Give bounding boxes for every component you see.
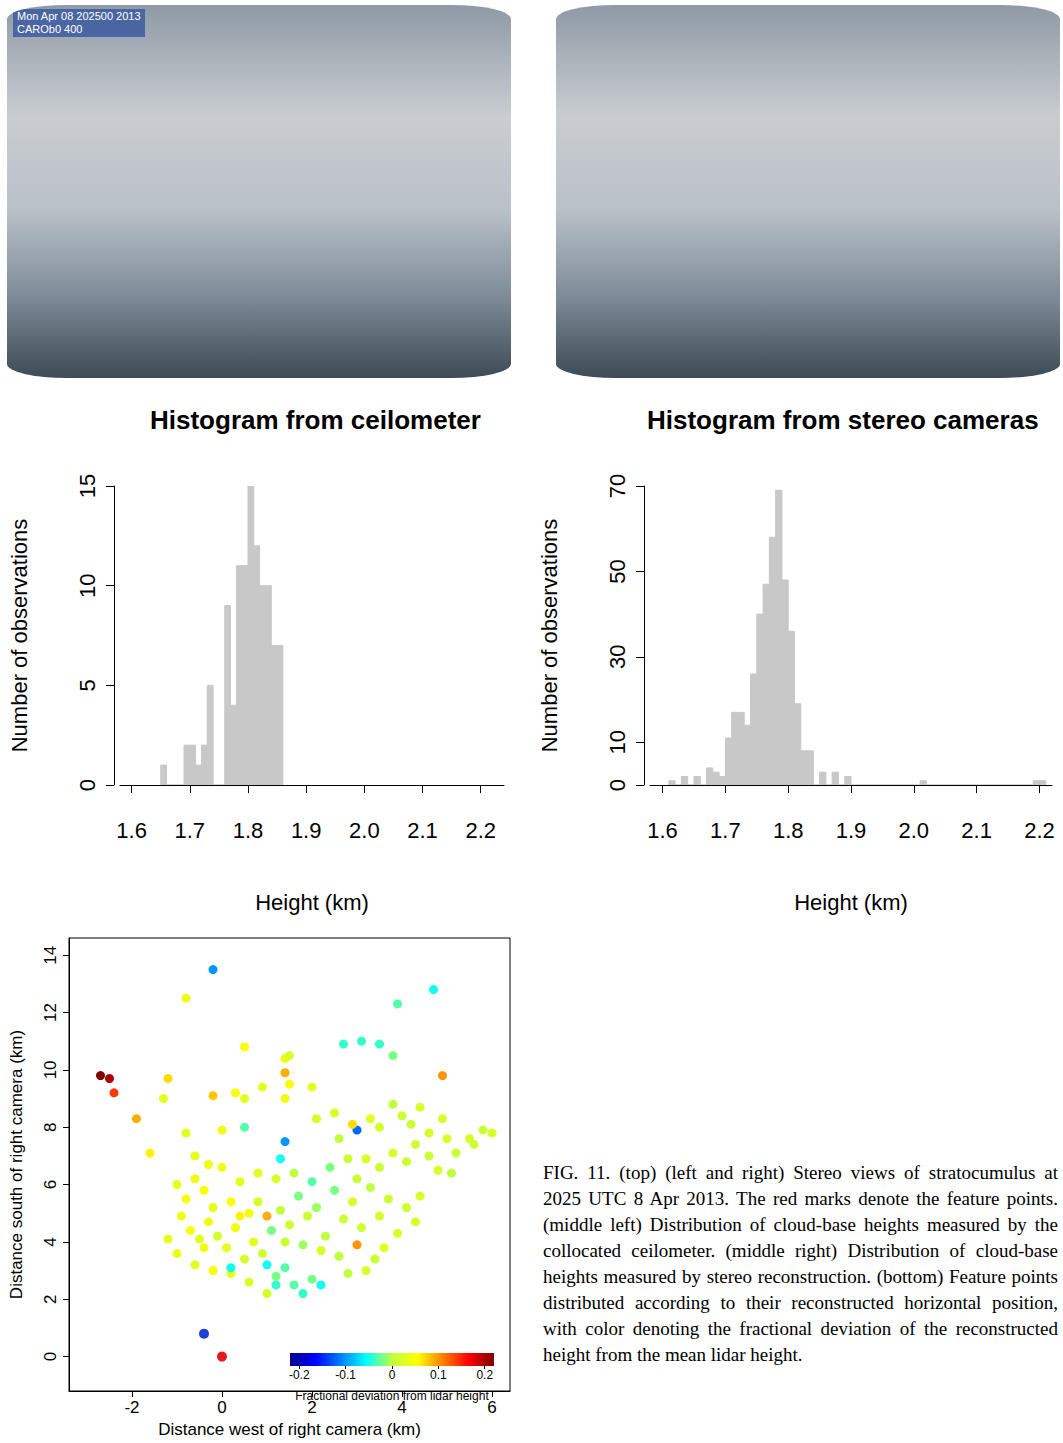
svg-text:10: 10 <box>41 1060 60 1079</box>
svg-text:1.8: 1.8 <box>773 818 804 843</box>
svg-text:-0.1: -0.1 <box>335 1368 356 1382</box>
html-text:FIG. 11. (top) (left and right: FIG. 11. (top) (left and right) Stereo v… <box>543 1162 1058 1365</box>
svg-text:4: 4 <box>397 1398 406 1417</box>
svg-text:2.2: 2.2 <box>1024 818 1055 843</box>
svg-text:70: 70 <box>605 474 630 498</box>
svg-text:0: 0 <box>389 1368 396 1382</box>
svg-text:4: 4 <box>41 1237 60 1246</box>
svg-text:10: 10 <box>605 730 630 754</box>
svg-text:1.9: 1.9 <box>836 818 867 843</box>
svg-text:Number of observations: Number of observations <box>537 519 562 753</box>
svg-text:2.0: 2.0 <box>899 818 930 843</box>
svg-text:2.1: 2.1 <box>961 818 992 843</box>
svg-text:50: 50 <box>605 559 630 583</box>
svg-text:1.9: 1.9 <box>291 818 322 843</box>
svg-text:0: 0 <box>217 1398 226 1417</box>
svg-text:12: 12 <box>41 1003 60 1022</box>
svg-text:1.7: 1.7 <box>175 818 206 843</box>
svg-text:Histogram from stereo cameras: Histogram from stereo cameras <box>647 405 1039 435</box>
svg-text:14: 14 <box>41 946 60 965</box>
svg-text:Distance south of right camera: Distance south of right camera (km) <box>7 1030 26 1299</box>
svg-text:-0.2: -0.2 <box>289 1368 310 1382</box>
svg-text:5: 5 <box>75 679 100 691</box>
svg-text:1.8: 1.8 <box>233 818 264 843</box>
svg-text:Distance west of right camera: Distance west of right camera (km) <box>158 1420 421 1439</box>
svg-text:Number of observations: Number of observations <box>7 519 32 753</box>
svg-text:30: 30 <box>605 645 630 669</box>
svg-text:6: 6 <box>41 1180 60 1189</box>
svg-text:1.6: 1.6 <box>647 818 678 843</box>
svg-text:2.1: 2.1 <box>407 818 438 843</box>
svg-text:2.2: 2.2 <box>465 818 496 843</box>
svg-text:Height (km): Height (km) <box>794 890 908 915</box>
svg-text:1.6: 1.6 <box>116 818 147 843</box>
svg-text:2: 2 <box>307 1398 316 1417</box>
svg-text:0: 0 <box>605 779 630 791</box>
svg-text:8: 8 <box>41 1122 60 1131</box>
svg-text:15: 15 <box>75 474 100 498</box>
svg-text:0.1: 0.1 <box>430 1368 447 1382</box>
svg-text:0.2: 0.2 <box>476 1368 493 1382</box>
svg-text:10: 10 <box>75 573 100 597</box>
svg-text:1.7: 1.7 <box>710 818 741 843</box>
svg-text:0: 0 <box>75 779 100 791</box>
svg-text:2.0: 2.0 <box>349 818 380 843</box>
svg-text:Fractional deviation from lida: Fractional deviation from lidar height <box>295 1389 489 1403</box>
html-text:Mon Apr 08 202500 2013: Mon Apr 08 202500 2013 <box>17 10 141 22</box>
svg-text:0: 0 <box>41 1352 60 1361</box>
html-text:CAROb0 400: CAROb0 400 <box>17 23 83 35</box>
svg-text:6: 6 <box>487 1398 496 1417</box>
svg-text:2: 2 <box>41 1295 60 1304</box>
svg-text:Height (km): Height (km) <box>255 890 369 915</box>
svg-text:Histogram from ceilometer: Histogram from ceilometer <box>150 405 481 435</box>
svg-text:-2: -2 <box>124 1398 139 1417</box>
